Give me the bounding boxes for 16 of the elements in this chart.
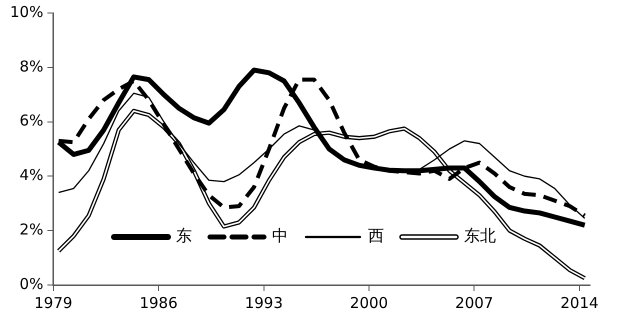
legend-label: 东北 [464,226,496,247]
y-tick-label: 6% [20,112,44,130]
legend-label: 东 [176,226,192,247]
x-tick-label: 1993 [244,294,283,312]
y-tick-label: 10% [10,2,44,21]
legend-label: 中 [272,226,288,247]
x-tick-label: 1986 [139,294,178,312]
legend-label: 西 [368,226,384,247]
x-tick-label: 2007 [455,294,494,312]
y-tick-label: 4% [20,166,44,184]
y-tick-label: 0% [20,274,44,293]
y-tick-label: 8% [20,57,44,76]
x-tick-label: 2014 [560,294,599,312]
y-tick-label: 2% [20,220,44,238]
x-tick-label: 1979 [34,294,72,312]
x-tick-label: 2000 [350,294,388,312]
